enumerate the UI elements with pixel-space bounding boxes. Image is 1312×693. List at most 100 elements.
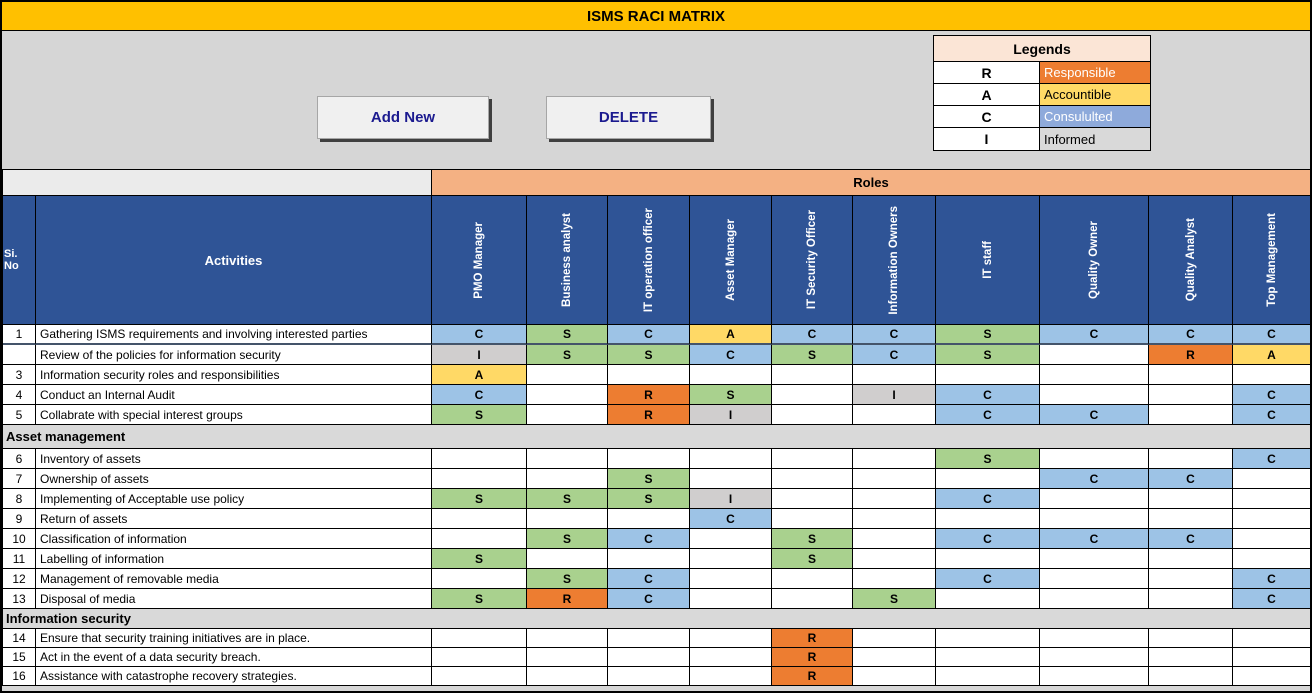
raci-cell[interactable]: C [853,325,936,345]
raci-cell[interactable] [1149,405,1233,425]
raci-cell[interactable]: I [432,345,527,365]
raci-cell[interactable]: R [772,667,853,686]
raci-cell[interactable] [853,529,936,549]
raci-cell[interactable]: S [936,325,1040,345]
raci-cell[interactable]: C [608,569,690,589]
raci-cell[interactable] [853,489,936,509]
row-number-cell[interactable]: 12 [3,569,36,589]
raci-cell[interactable] [936,648,1040,667]
raci-cell[interactable] [853,405,936,425]
raci-cell[interactable]: C [853,345,936,365]
raci-cell[interactable]: C [608,325,690,345]
activity-cell[interactable]: Disposal of media [36,589,432,609]
raci-cell[interactable] [936,365,1040,385]
raci-cell[interactable]: S [772,549,853,569]
raci-cell[interactable]: S [527,489,608,509]
raci-cell[interactable] [1149,589,1233,609]
raci-cell[interactable] [853,569,936,589]
raci-cell[interactable]: C [1233,325,1310,345]
raci-cell[interactable] [936,667,1040,686]
row-number-cell[interactable]: 3 [3,365,36,385]
raci-cell[interactable]: S [432,489,527,509]
raci-cell[interactable]: C [1233,385,1310,405]
raci-cell[interactable] [853,469,936,489]
raci-cell[interactable] [853,629,936,648]
raci-cell[interactable]: R [1149,345,1233,365]
row-number-cell[interactable]: 9 [3,509,36,529]
raci-cell[interactable] [527,385,608,405]
raci-cell[interactable] [772,509,853,529]
raci-cell[interactable]: C [936,489,1040,509]
activity-cell[interactable]: Inventory of assets [36,449,432,469]
raci-cell[interactable] [936,629,1040,648]
raci-cell[interactable] [1233,667,1310,686]
section-row[interactable]: Asset management [3,425,1310,449]
raci-cell[interactable]: C [608,529,690,549]
raci-cell[interactable]: I [690,405,772,425]
raci-cell[interactable] [853,648,936,667]
row-number-cell[interactable]: 15 [3,648,36,667]
raci-cell[interactable]: S [527,529,608,549]
raci-cell[interactable]: C [936,529,1040,549]
raci-cell[interactable] [608,509,690,529]
row-number-cell[interactable]: 5 [3,405,36,425]
raci-cell[interactable] [1149,549,1233,569]
raci-cell[interactable] [1149,489,1233,509]
raci-cell[interactable] [608,629,690,648]
raci-cell[interactable] [1040,629,1149,648]
raci-cell[interactable] [432,449,527,469]
raci-cell[interactable] [690,629,772,648]
raci-cell[interactable]: R [772,648,853,667]
raci-cell[interactable] [1149,569,1233,589]
raci-cell[interactable]: S [936,449,1040,469]
raci-cell[interactable] [772,489,853,509]
raci-cell[interactable] [1149,365,1233,385]
raci-cell[interactable] [1233,365,1310,385]
raci-cell[interactable] [1040,345,1149,365]
raci-cell[interactable]: A [690,325,772,345]
raci-cell[interactable] [1149,629,1233,648]
raci-cell[interactable] [1040,385,1149,405]
raci-cell[interactable]: C [1149,469,1233,489]
raci-cell[interactable] [853,667,936,686]
activity-cell[interactable]: Information security roles and responsib… [36,365,432,385]
raci-cell[interactable] [1040,509,1149,529]
raci-cell[interactable]: C [1040,325,1149,345]
raci-cell[interactable] [853,365,936,385]
raci-cell[interactable]: C [936,405,1040,425]
raci-cell[interactable] [936,509,1040,529]
row-number-cell[interactable]: 16 [3,667,36,686]
raci-cell[interactable] [527,549,608,569]
raci-cell[interactable] [432,529,527,549]
raci-cell[interactable] [1149,449,1233,469]
raci-cell[interactable] [936,589,1040,609]
raci-cell[interactable] [772,365,853,385]
raci-cell[interactable] [853,549,936,569]
raci-cell[interactable] [527,449,608,469]
activity-cell[interactable]: Return of assets [36,509,432,529]
raci-cell[interactable]: C [1233,569,1310,589]
raci-cell[interactable] [432,509,527,529]
row-number-cell[interactable]: 13 [3,589,36,609]
row-number-cell[interactable]: 4 [3,385,36,405]
raci-cell[interactable] [1233,509,1310,529]
raci-cell[interactable] [527,509,608,529]
raci-cell[interactable]: C [1040,529,1149,549]
raci-cell[interactable] [432,667,527,686]
raci-cell[interactable]: C [690,345,772,365]
raci-cell[interactable] [772,405,853,425]
raci-cell[interactable] [772,449,853,469]
raci-cell[interactable] [853,449,936,469]
raci-cell[interactable] [772,589,853,609]
raci-cell[interactable]: C [1149,325,1233,345]
raci-cell[interactable] [608,648,690,667]
raci-cell[interactable] [1233,549,1310,569]
raci-cell[interactable]: A [1233,345,1310,365]
raci-cell[interactable] [1149,509,1233,529]
row-number-cell[interactable]: 7 [3,469,36,489]
raci-cell[interactable] [527,469,608,489]
raci-cell[interactable]: S [608,345,690,365]
raci-cell[interactable] [1233,629,1310,648]
raci-cell[interactable] [527,365,608,385]
row-number-cell[interactable]: 8 [3,489,36,509]
